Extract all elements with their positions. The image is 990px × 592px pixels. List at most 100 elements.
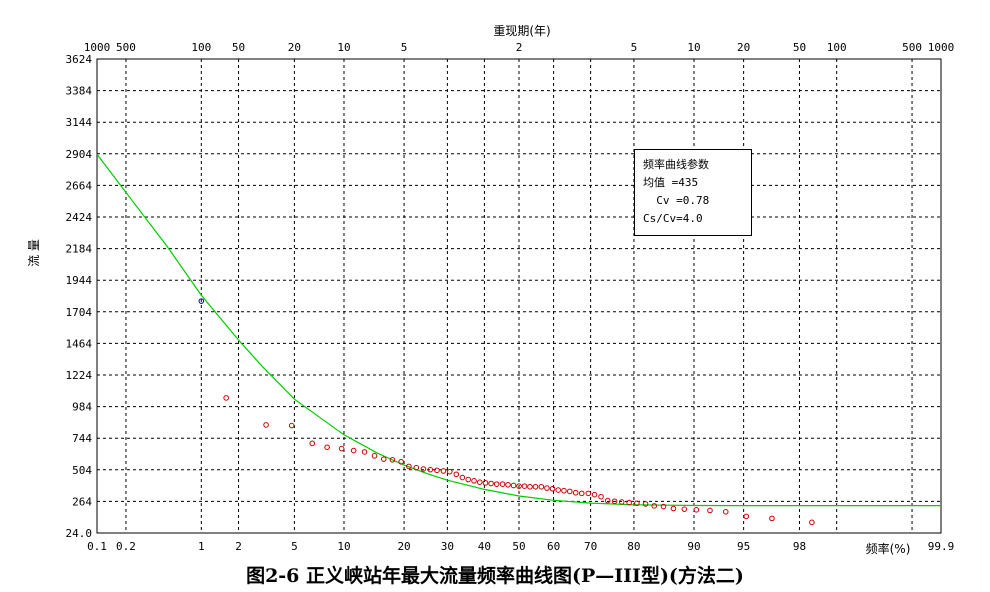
observed-point <box>670 505 677 512</box>
top-tick-label: 500 <box>116 41 136 54</box>
observed-point <box>406 463 412 470</box>
observed-point <box>611 498 618 505</box>
y-tick-label: 2424 <box>66 211 93 224</box>
top-tick-label: 5 <box>401 41 408 54</box>
observed-point <box>476 479 483 485</box>
x-tick-label: 10 <box>337 540 350 553</box>
observed-point <box>626 499 632 506</box>
observed-point <box>499 481 506 487</box>
observed-point <box>642 501 649 507</box>
y-tick-label: 2664 <box>66 179 93 192</box>
y-tick-label: 3624 <box>66 53 93 66</box>
y-tick-label: 1704 <box>66 306 93 319</box>
observed-point <box>453 471 460 478</box>
observed-point <box>555 487 562 493</box>
x-tick-label: 30 <box>441 540 454 553</box>
observed-point <box>591 491 598 498</box>
observed-point <box>651 503 658 509</box>
observed-point <box>440 468 447 474</box>
observed-point <box>604 497 611 504</box>
curve-layer <box>96 153 941 507</box>
top-tick-label: 10 <box>687 41 700 54</box>
observed-point <box>585 490 592 497</box>
x-tick-label: 5 <box>291 540 298 553</box>
y-tick-label: 504 <box>72 464 92 477</box>
observed-point <box>544 485 550 491</box>
x-tick-label: 95 <box>737 540 750 553</box>
observed-point <box>427 466 434 473</box>
observed-point <box>572 489 579 496</box>
y-tick-label: 744 <box>72 432 92 445</box>
observed-point <box>434 467 440 474</box>
plot-frame <box>96 58 942 534</box>
y-tick-label: 984 <box>72 401 92 414</box>
x-tick-label: 0.1 <box>87 540 107 553</box>
y-axis-title: 流 量 <box>27 239 41 267</box>
x-tick-label: 80 <box>627 540 640 553</box>
x-tick-label: 2 <box>235 540 242 553</box>
y-tick-label: 264 <box>72 495 92 508</box>
curve-parameters-box: 频率曲线参数 均值 =435 Cv =0.78 Cs/Cv=4.0 <box>634 149 752 236</box>
observed-point <box>527 483 533 490</box>
observed-point <box>707 507 713 514</box>
param-mean: 均值 =435 <box>643 176 699 189</box>
observed-point <box>361 449 368 455</box>
observed-point <box>371 453 378 459</box>
observed-point <box>578 490 585 497</box>
observed-point <box>743 513 750 520</box>
x-tick-label: 90 <box>687 540 700 553</box>
observed-point <box>338 445 345 452</box>
observed-point <box>493 481 500 487</box>
top-tick-label: 5 <box>631 41 638 54</box>
observed-point <box>769 515 775 522</box>
y-tick-label: 24.0 <box>66 527 93 540</box>
observed-point <box>465 476 472 483</box>
observed-point <box>446 468 453 475</box>
observed-point <box>471 478 477 484</box>
top-tick-label: 50 <box>793 41 806 54</box>
x-tick-label: 99.9 <box>928 540 955 553</box>
observed-point <box>538 483 545 490</box>
param-cv: Cv =0.78 <box>643 194 710 207</box>
observed-point <box>398 458 404 465</box>
observed-point <box>324 444 330 451</box>
top-tick-label: 20 <box>737 41 750 54</box>
top-tick-label: 10 <box>337 41 350 54</box>
grid-lines <box>97 59 941 533</box>
observed-point <box>510 482 517 489</box>
observed-point <box>380 456 387 462</box>
x-tick-label: 70 <box>584 540 597 553</box>
observed-point <box>561 487 567 494</box>
fitted-curve <box>96 153 941 507</box>
top-tick-label: 1000 <box>84 41 111 54</box>
observed-point <box>693 507 700 513</box>
x-tick-label: 50 <box>512 540 525 553</box>
top-axis-title: 重现期(年) <box>493 24 550 38</box>
tick-labels: 24.0 264 504 744 984 1224 1464 1704 1944 2184 2424… <box>66 41 955 553</box>
y-tick-label: 2184 <box>66 243 93 256</box>
observed-point <box>809 519 815 526</box>
y-tick-label: 3144 <box>66 116 93 129</box>
y-tick-label: 1464 <box>66 337 93 350</box>
top-tick-label: 2 <box>516 41 523 54</box>
observed-point <box>722 509 729 515</box>
observed-point <box>521 483 528 489</box>
figure-caption: 图2-6 正义峡站年最大流量频率曲线图(P—III型)(方法二) <box>246 565 744 587</box>
y-tick-label: 2904 <box>66 148 93 161</box>
x-tick-label: 40 <box>478 540 491 553</box>
top-tick-label: 1000 <box>928 41 955 54</box>
top-tick-label: 20 <box>288 41 301 54</box>
observed-point <box>549 485 556 492</box>
y-tick-label: 1944 <box>66 274 93 287</box>
x-tick-label: 98 <box>793 540 806 553</box>
observed-point <box>459 474 466 481</box>
observed-point <box>198 298 205 304</box>
x-tick-label: 1 <box>198 540 205 553</box>
observed-points-layer <box>198 298 815 526</box>
observed-point <box>532 483 539 490</box>
x-tick-label: 0.2 <box>116 540 136 553</box>
observed-point <box>309 440 316 447</box>
top-tick-label: 100 <box>827 41 847 54</box>
observed-point <box>389 456 396 463</box>
